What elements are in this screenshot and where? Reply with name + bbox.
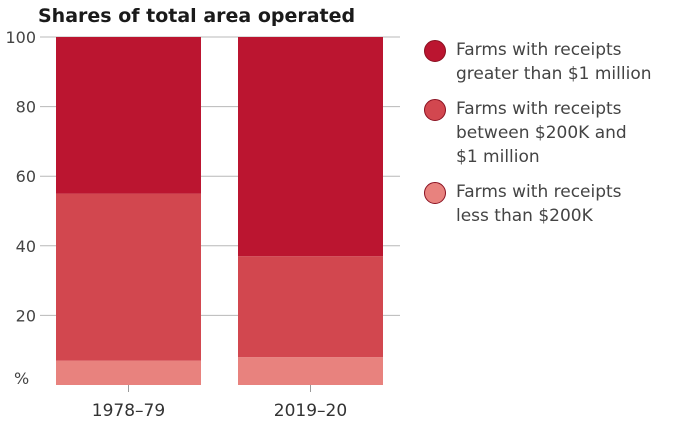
bar-segment <box>238 256 383 358</box>
legend-label: Farms with receipts less than $200K <box>456 182 622 226</box>
bar-segment <box>238 357 383 385</box>
x-tick-label: 2019–20 <box>274 401 347 421</box>
y-tick-label: 100 <box>5 28 36 47</box>
bar-segment <box>56 37 201 194</box>
y-tick-label: 80 <box>16 98 36 117</box>
bar-segment <box>238 37 383 257</box>
x-axis-ticks: 1978–79 2019–20 <box>92 385 347 421</box>
y-axis-ticks: 20 40 60 80 100 <box>5 28 36 325</box>
bar-segment <box>56 193 201 361</box>
legend-label: Farms with receipts between $200K and $1… <box>456 99 627 167</box>
legend-item: Farms with receipts less than $200K <box>424 180 674 228</box>
bars <box>56 37 383 385</box>
y-axis-unit-label: % <box>14 369 29 388</box>
legend-item: Farms with receipts between $200K and $1… <box>424 97 674 169</box>
legend-item: Farms with receipts greater than $1 mill… <box>424 38 674 86</box>
legend: Farms with receipts greater than $1 mill… <box>424 38 674 239</box>
x-tick-label: 1978–79 <box>92 401 165 421</box>
legend-swatch <box>424 99 446 121</box>
y-tick-label: 40 <box>16 237 36 256</box>
y-tick-label: 20 <box>16 306 36 325</box>
chart-title: Shares of total area operated <box>38 5 355 27</box>
legend-label: Farms with receipts greater than $1 mill… <box>456 40 652 84</box>
y-tick-label: 60 <box>16 167 36 186</box>
legend-swatch <box>424 182 446 204</box>
legend-swatch <box>424 40 446 62</box>
bar-segment <box>56 360 201 385</box>
